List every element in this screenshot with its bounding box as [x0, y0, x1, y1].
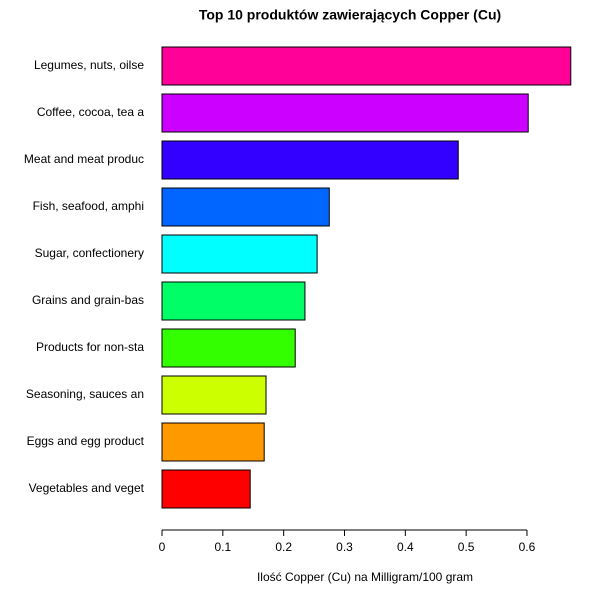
y-tick-label: Sugar, confectionery	[35, 246, 144, 260]
bar	[161, 234, 318, 274]
y-tick-label: Vegetables and veget	[29, 481, 145, 495]
x-axis-label: Ilość Copper (Cu) na Milligram/100 gram	[257, 570, 473, 584]
x-tick-label: 0.5	[458, 540, 475, 554]
bar	[161, 422, 265, 462]
bar	[161, 328, 296, 368]
y-tick-label: Legumes, nuts, oilse	[34, 58, 144, 72]
x-tick-label: 0	[159, 540, 166, 554]
bar	[161, 187, 330, 227]
y-tick-label: Meat and meat produc	[24, 152, 144, 166]
y-tick-label: Products for non-sta	[36, 340, 144, 354]
y-tick-label: Fish, seafood, amphi	[33, 199, 144, 213]
x-tick-label: 0.3	[336, 540, 353, 554]
y-tick-label: Coffee, cocoa, tea a	[37, 105, 145, 119]
x-tick-label: 0.6	[519, 540, 536, 554]
bar	[161, 93, 529, 133]
bar	[161, 140, 459, 180]
y-tick-label: Eggs and egg product	[27, 434, 145, 448]
chart-title: Top 10 produktów zawierających Copper (C…	[199, 7, 501, 23]
x-tick-label: 0.1	[214, 540, 231, 554]
x-tick-label: 0.2	[275, 540, 292, 554]
bar	[161, 281, 306, 321]
y-tick-label: Seasoning, sauces an	[26, 387, 144, 401]
bar	[161, 469, 251, 509]
bar	[161, 46, 572, 86]
y-tick-label: Grains and grain-bas	[32, 293, 144, 307]
bar	[161, 375, 267, 415]
x-tick-label: 0.4	[397, 540, 414, 554]
